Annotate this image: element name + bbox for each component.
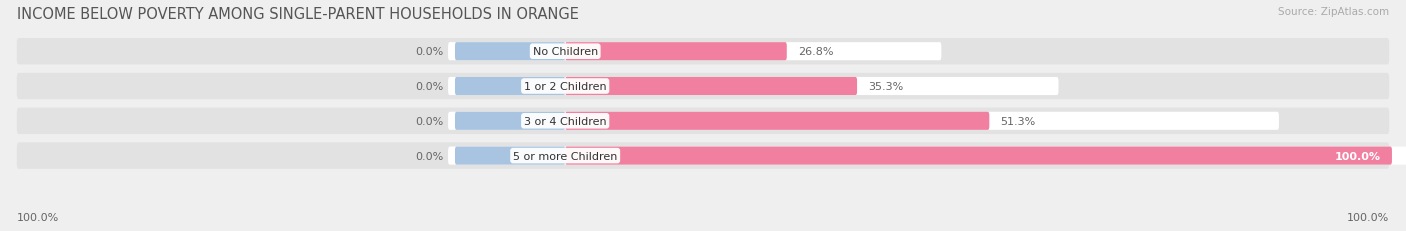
Text: 1 or 2 Children: 1 or 2 Children xyxy=(524,82,606,92)
Text: 0.0%: 0.0% xyxy=(416,47,444,57)
FancyBboxPatch shape xyxy=(449,43,942,61)
FancyBboxPatch shape xyxy=(565,78,858,96)
FancyBboxPatch shape xyxy=(449,147,1406,165)
Text: 0.0%: 0.0% xyxy=(416,151,444,161)
FancyBboxPatch shape xyxy=(565,112,990,130)
FancyBboxPatch shape xyxy=(449,78,1059,96)
FancyBboxPatch shape xyxy=(17,143,1389,169)
FancyBboxPatch shape xyxy=(456,147,565,165)
FancyBboxPatch shape xyxy=(565,43,787,61)
FancyBboxPatch shape xyxy=(17,108,1389,134)
Text: 35.3%: 35.3% xyxy=(868,82,903,92)
FancyBboxPatch shape xyxy=(456,78,565,96)
FancyBboxPatch shape xyxy=(565,147,1392,165)
Text: 100.0%: 100.0% xyxy=(1347,212,1389,222)
FancyBboxPatch shape xyxy=(456,112,565,130)
Text: 100.0%: 100.0% xyxy=(17,212,59,222)
FancyBboxPatch shape xyxy=(17,73,1389,100)
Text: 100.0%: 100.0% xyxy=(1334,151,1381,161)
Text: 26.8%: 26.8% xyxy=(797,47,834,57)
Text: 0.0%: 0.0% xyxy=(416,116,444,126)
Text: 51.3%: 51.3% xyxy=(1000,116,1036,126)
Text: 0.0%: 0.0% xyxy=(416,82,444,92)
FancyBboxPatch shape xyxy=(17,39,1389,65)
Text: No Children: No Children xyxy=(533,47,598,57)
FancyBboxPatch shape xyxy=(449,112,1279,130)
Text: INCOME BELOW POVERTY AMONG SINGLE-PARENT HOUSEHOLDS IN ORANGE: INCOME BELOW POVERTY AMONG SINGLE-PARENT… xyxy=(17,7,579,22)
Text: 3 or 4 Children: 3 or 4 Children xyxy=(524,116,606,126)
Text: Source: ZipAtlas.com: Source: ZipAtlas.com xyxy=(1278,7,1389,17)
FancyBboxPatch shape xyxy=(456,43,565,61)
Text: 5 or more Children: 5 or more Children xyxy=(513,151,617,161)
